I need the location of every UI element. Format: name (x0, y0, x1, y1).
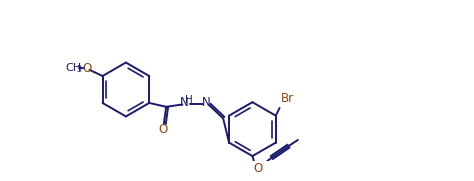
Text: O: O (82, 62, 92, 75)
Text: Br: Br (281, 92, 294, 105)
Text: O: O (158, 123, 168, 136)
Text: H: H (185, 95, 193, 105)
Text: 3: 3 (77, 65, 82, 74)
Text: CH: CH (65, 62, 82, 73)
Text: N: N (202, 96, 210, 109)
Text: O: O (253, 162, 263, 175)
Text: N: N (180, 96, 189, 109)
